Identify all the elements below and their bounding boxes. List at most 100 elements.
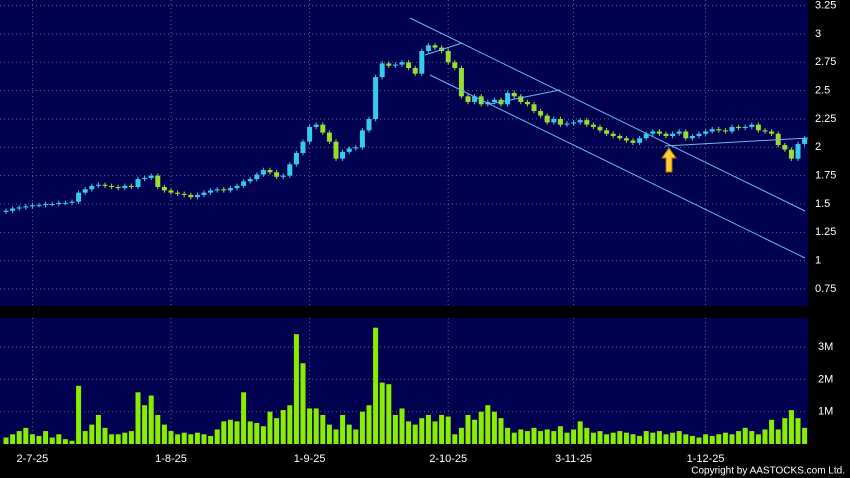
volume-bar xyxy=(353,429,359,444)
candle-body xyxy=(531,104,537,112)
volume-bar xyxy=(373,327,379,444)
volume-bar xyxy=(89,424,95,444)
volume-bar xyxy=(122,432,128,444)
volume-bar xyxy=(577,421,583,444)
y-tick-label: 3.25 xyxy=(815,0,836,12)
volume-bar xyxy=(406,421,412,444)
volume-bar xyxy=(802,427,808,444)
candle-body xyxy=(544,115,550,123)
candle-body xyxy=(359,130,365,148)
candle-body xyxy=(511,92,517,97)
volume-bar xyxy=(208,435,214,444)
volume-bar xyxy=(538,431,544,444)
candle-body xyxy=(564,123,570,125)
candle-body xyxy=(557,119,563,125)
volume-bar xyxy=(142,405,148,444)
trend-line xyxy=(664,137,809,147)
candle-body xyxy=(227,188,233,191)
candle-body xyxy=(412,68,418,74)
candle-body xyxy=(23,206,29,208)
volume-bar xyxy=(703,434,709,444)
volume-bar xyxy=(524,431,530,444)
x-tick-label: 3-11-25 xyxy=(555,453,592,465)
price-panel xyxy=(0,0,808,306)
y-tick-label: 1M xyxy=(818,406,833,418)
volume-bar xyxy=(445,416,451,444)
volume-bar xyxy=(359,411,365,444)
volume-bar xyxy=(716,434,722,444)
candle-body xyxy=(16,207,22,209)
volume-bar xyxy=(221,421,227,444)
volume-bar xyxy=(439,414,445,444)
volume-bar xyxy=(274,418,280,444)
volume-bar xyxy=(584,427,590,444)
candle-body xyxy=(432,45,438,48)
volume-bar xyxy=(544,429,550,444)
candle-body xyxy=(333,141,339,159)
candle-body xyxy=(709,129,715,132)
trend-lines xyxy=(409,17,809,259)
candle-body xyxy=(637,138,643,143)
volume-bar xyxy=(214,429,220,444)
volume-bar xyxy=(472,419,478,444)
candle-body xyxy=(689,136,695,139)
candle-body xyxy=(148,175,154,178)
volume-bar xyxy=(23,427,29,444)
candle-body xyxy=(155,175,161,187)
volume-bar xyxy=(307,408,313,444)
candle-body xyxy=(445,51,451,63)
volume-bar xyxy=(557,426,563,444)
candle-body xyxy=(115,187,121,189)
candle-body xyxy=(762,130,768,132)
candle-body xyxy=(300,141,306,153)
volume-bar xyxy=(115,434,121,444)
candle-body xyxy=(518,96,524,102)
volume-bar xyxy=(175,434,181,444)
volume-bar xyxy=(782,418,788,444)
candle-body xyxy=(95,184,101,186)
candle-body xyxy=(795,143,801,159)
volume-bar xyxy=(43,431,49,444)
x-tick-label: 1-8-25 xyxy=(155,453,187,465)
volume-bar xyxy=(617,431,623,444)
volume-bar xyxy=(485,405,491,444)
y-tick-label: 0.75 xyxy=(815,283,836,295)
volume-bar xyxy=(379,382,385,444)
candle-body xyxy=(49,204,55,205)
candle-body xyxy=(175,192,181,194)
candle-body xyxy=(623,138,629,141)
candle-body xyxy=(703,131,709,134)
y-tick-label: 1.75 xyxy=(815,170,836,182)
volume-bar xyxy=(564,432,570,444)
candle-body xyxy=(241,181,247,186)
candle-body xyxy=(425,45,431,51)
candle-body xyxy=(287,164,293,176)
candle-body xyxy=(696,133,702,136)
candle-body xyxy=(89,185,95,190)
volume-bar xyxy=(326,424,332,444)
candle-body xyxy=(716,129,722,131)
candle-body xyxy=(538,111,544,116)
volume-bar xyxy=(498,418,504,444)
candle-body xyxy=(313,124,319,127)
candle-body xyxy=(755,124,761,131)
x-tick-label: 1-12-25 xyxy=(687,453,725,465)
candle-body xyxy=(676,131,682,134)
volume-bar xyxy=(590,432,596,444)
volume-bar xyxy=(161,424,167,444)
candle-body xyxy=(135,179,141,187)
volume-bar xyxy=(109,434,115,444)
candle-body xyxy=(656,131,662,134)
volume-bar xyxy=(762,429,768,444)
volume-bar xyxy=(333,429,339,444)
volume-bar xyxy=(432,421,438,444)
volume-bar xyxy=(670,432,676,444)
candle-body xyxy=(802,138,808,144)
arrow-marker xyxy=(661,147,677,173)
volume-bar xyxy=(604,434,610,444)
y-tick-label: 2.5 xyxy=(815,85,830,97)
y-tick-label: 3M xyxy=(818,341,833,353)
candle-body xyxy=(722,130,728,132)
candle-body xyxy=(188,194,194,198)
x-tick-label: 1-9-25 xyxy=(294,453,326,465)
